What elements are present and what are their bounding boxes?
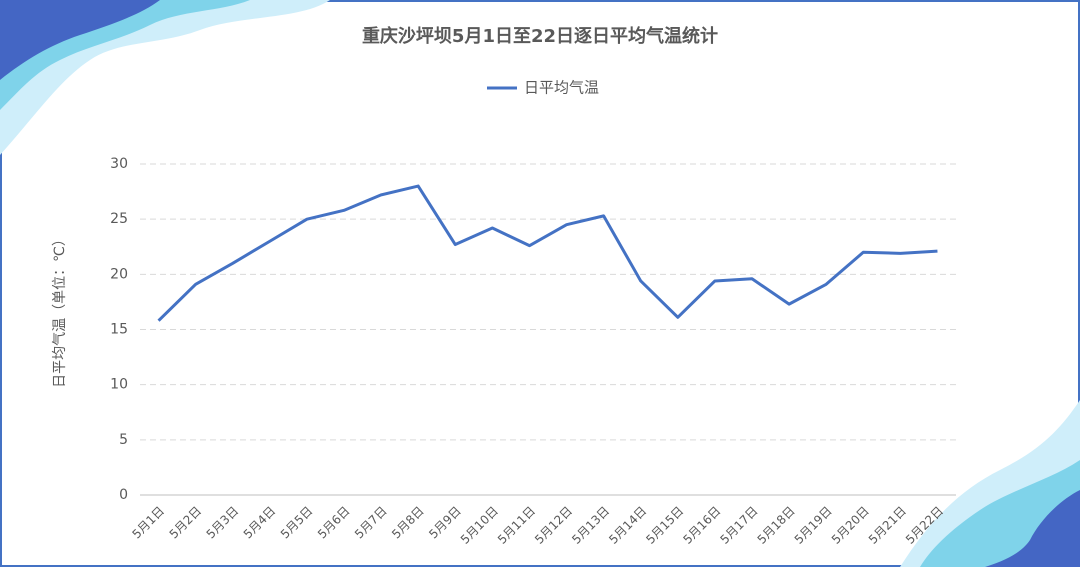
y-tick-label: 20 [110, 266, 128, 282]
y-axis-title: 日平均气温（单位：℃） [52, 232, 68, 388]
chart-title: 重庆沙坪坝5月1日至22日逐日平均气温统计 [362, 25, 718, 47]
y-tick-label: 5 [119, 432, 128, 448]
line-series [157, 184, 938, 322]
y-tick-label: 25 [110, 211, 128, 227]
y-tick-label: 0 [119, 487, 128, 503]
legend-label: 日平均气温 [524, 79, 599, 97]
y-tick-label: 15 [110, 322, 128, 338]
y-tick-label: 30 [110, 156, 128, 172]
y-tick-label: 10 [110, 377, 128, 393]
legend: 日平均气温 [487, 79, 599, 97]
